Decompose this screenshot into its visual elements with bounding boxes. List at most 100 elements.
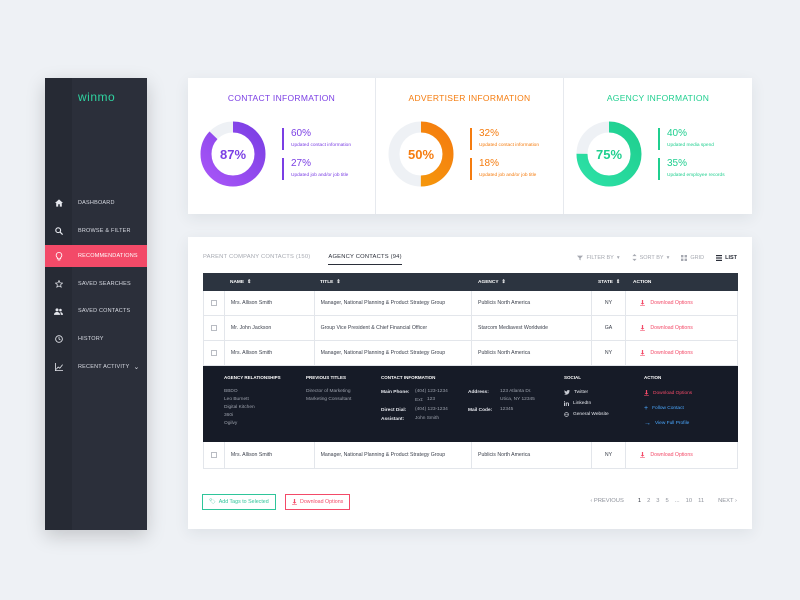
sidebar-item-recommendations[interactable]: RECOMMENDATIONS (45, 245, 147, 267)
sidebar-item-saved-contacts[interactable]: SAVED CONTACTS (45, 300, 147, 322)
twitter-icon (564, 390, 570, 395)
next-page-button[interactable]: NEXT › (718, 498, 737, 504)
table-row[interactable]: Mrs. Allison Smith Manager, National Plan… (203, 442, 738, 469)
assistant-label: Assistant: (381, 417, 405, 422)
download-options-link[interactable]: Download Options (632, 350, 693, 356)
cell-title: Group Vice President & Chief Financial O… (315, 316, 472, 340)
cell-title: Manager, National Planning & Product Str… (315, 442, 472, 468)
sidebar-item-recent-activity[interactable]: RECENT ACTIVITY ⌄ (45, 356, 147, 378)
table-row[interactable]: Mrs. Allison Smith Manager, National Plan… (203, 341, 738, 366)
arrow-right-icon: → (644, 420, 651, 427)
donut-chart (576, 121, 642, 187)
twitter-link[interactable]: Twitter (564, 390, 588, 395)
stat-metric: 40% Updated media spend (658, 128, 748, 154)
metric-caption: Updated contact information (291, 143, 351, 148)
filter-icon (577, 255, 584, 260)
header-check (203, 273, 224, 291)
download-options-link[interactable]: Download Options (632, 325, 693, 331)
page-number-10[interactable]: 10 (685, 498, 693, 504)
sort-icon[interactable]: ⇕ (501, 279, 506, 285)
sidebar-item-browse-filter[interactable]: BROWSE & FILTER (45, 220, 147, 242)
row-checkbox[interactable] (211, 350, 217, 356)
website-link[interactable]: General Website (564, 412, 609, 417)
header-name[interactable]: NAME ⇕ (230, 279, 252, 285)
header-agency[interactable]: AGENCY ⇕ (478, 279, 506, 285)
row-checkbox[interactable] (211, 300, 217, 306)
winmo-logo[interactable]: winmo (78, 90, 116, 104)
home-icon (45, 199, 72, 207)
tab-parent-company-contacts[interactable]: PARENT COMPANY CONTACTS (150) (203, 254, 311, 260)
add-tags-button[interactable]: 🏷 Add Tags to Selected (202, 494, 276, 510)
pagination-ellipsis: ... (674, 498, 680, 504)
assistant-value: John Smith (415, 416, 439, 421)
metric-caption: Updated employee records (667, 173, 725, 178)
sort-icon[interactable]: ⇕ (247, 279, 252, 285)
stat-metric: 35% Updated employee records (658, 158, 748, 184)
chevron-down-icon[interactable]: ⌄ (133, 364, 140, 371)
cell-action: Download Options (626, 291, 737, 315)
donut-chart (200, 121, 266, 187)
download-icon (640, 452, 646, 458)
download-options-button[interactable]: Download Options (285, 494, 351, 510)
previous-titles-header: PREVIOUS TITLES (306, 375, 347, 380)
row-checkbox[interactable] (211, 452, 217, 458)
cell-agency[interactable]: Publicis North America (472, 291, 592, 315)
header-title[interactable]: TITLE ⇕ (320, 279, 341, 285)
linkedin-link[interactable]: LinkedIn (564, 401, 591, 406)
page-number-2[interactable]: 2 (647, 498, 651, 504)
sidebar-item-label: BROWSE & FILTER (78, 228, 131, 234)
address-value: 123 Atlanta Dr. Utica, NY 12345 (500, 389, 535, 402)
page-number-3[interactable]: 3 (656, 498, 660, 504)
follow-contact-link[interactable]: + Follow Contact (644, 405, 684, 412)
download-options-link[interactable]: Download Options (632, 452, 693, 458)
download-options-link[interactable]: Download Options (632, 300, 693, 306)
grid-view-button[interactable]: GRID (681, 254, 704, 261)
sidebar-item-label: SAVED CONTACTS (78, 308, 131, 314)
cell-name[interactable]: Mrs. Allison Smith (225, 341, 315, 365)
cell-title: Manager, National Planning & Product Str… (315, 291, 472, 315)
page-number-11[interactable]: 11 (698, 498, 705, 504)
tab-agency-contacts[interactable]: AGENCY CONTACTS (94) (328, 254, 402, 265)
main-phone-label: Main Phone: (381, 390, 410, 395)
star-icon (45, 280, 72, 288)
row-checkbox[interactable] (211, 325, 217, 331)
contact-tabs: PARENT COMPANY CONTACTS (150) AGENCY CON… (203, 254, 402, 265)
cell-name[interactable]: Mr. John Jackson (225, 316, 315, 340)
sidebar-item-dashboard[interactable]: DASHBOARD (45, 192, 147, 214)
table-row[interactable]: Mrs. Allison Smith Manager, National Plan… (203, 291, 738, 316)
row-check-cell (204, 291, 225, 315)
download-icon (640, 325, 646, 331)
sort-icon[interactable]: ⇕ (336, 279, 341, 285)
header-state[interactable]: STATE ⇕ (598, 279, 621, 285)
cell-title: Manager, National Planning & Product Str… (315, 341, 472, 365)
cell-agency[interactable]: Starcom Mediavest Worldwide (472, 316, 592, 340)
page-number-1[interactable]: 1 (637, 498, 642, 504)
plus-icon: + (644, 405, 649, 412)
download-options-link[interactable]: Download Options (644, 390, 692, 396)
contacts-table: NAME ⇕ TITLE ⇕ AGENCY ⇕ STATE ⇕ ACTION Mrs. … (203, 273, 738, 469)
view-full-profile-link[interactable]: → View Full Profile (644, 420, 690, 427)
cell-agency[interactable]: Publicis North America (472, 442, 592, 468)
sidebar: winmo DASHBOARD BROWSE & FILTER RECOMMENDA… (45, 78, 147, 530)
cell-agency[interactable]: Publicis North America (472, 341, 592, 365)
cell-name[interactable]: Mrs. Allison Smith (225, 442, 315, 468)
page-number-5[interactable]: 5 (665, 498, 669, 504)
table-row[interactable]: Mr. John Jackson Group Vice President & C… (203, 316, 738, 341)
sidebar-icon-rail (45, 78, 72, 530)
filter-by-button[interactable]: FILTER BY ▾ (577, 255, 620, 261)
sidebar-item-history[interactable]: HISTORY (45, 328, 147, 350)
sidebar-item-label: RECENT ACTIVITY (78, 364, 130, 370)
metric-bar (282, 128, 284, 150)
sort-by-button[interactable]: SORT BY ▾ (632, 254, 669, 261)
metric-caption: Updated job and/or job title (291, 173, 349, 178)
sidebar-item-saved-searches[interactable]: SAVED SEARCHES (45, 273, 147, 295)
main-phone-value[interactable]: (404) 123-1234 (415, 389, 448, 394)
sort-icon[interactable]: ⇕ (616, 279, 621, 285)
list-view-button[interactable]: LIST (716, 254, 737, 261)
previous-page-button[interactable]: ‹ PREVIOUS (590, 498, 624, 504)
cell-name[interactable]: Mrs. Allison Smith (225, 291, 315, 315)
action-header: ACTION (644, 375, 662, 380)
people-icon (45, 307, 72, 315)
mail-code-label: Mail Code: (468, 408, 493, 413)
direct-dial-value[interactable]: (404) 123-1234 (415, 407, 448, 412)
